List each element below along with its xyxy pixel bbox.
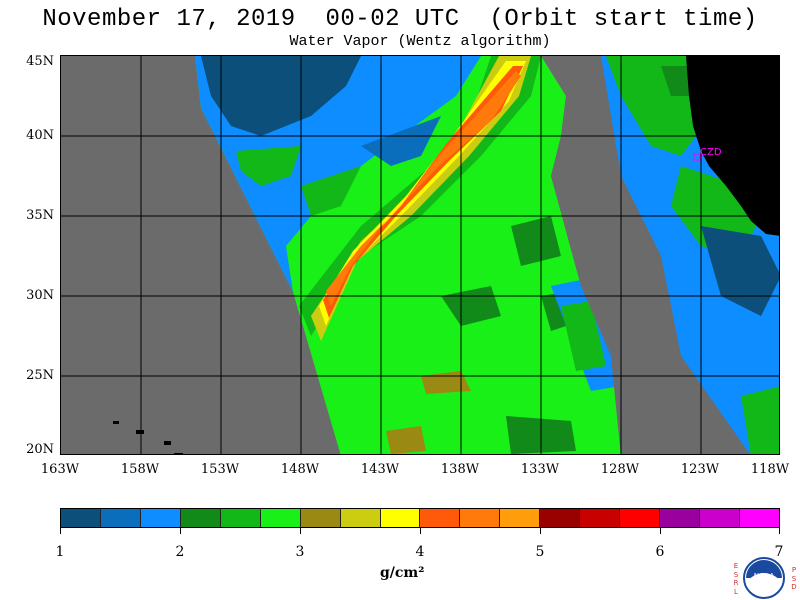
colorbar-tick (60, 528, 61, 534)
colorbar-swatch (620, 509, 661, 527)
colorbar-swatch (460, 509, 501, 527)
colorbar-tick-label: 6 (655, 544, 665, 560)
lon-label: 133W (520, 462, 560, 477)
colorbar-swatch (739, 509, 779, 527)
colorbar-swatch (140, 509, 181, 527)
colorbar-tick-label: 2 (175, 544, 185, 560)
colorbar-swatch (300, 509, 341, 527)
lat-label: 45N (26, 54, 54, 69)
colorbar-swatch (700, 509, 740, 527)
lon-label: 158W (120, 462, 160, 477)
colorbar-units: g/cm² (380, 565, 425, 581)
colorbar-tick (180, 528, 181, 534)
colorbar-tick (300, 528, 301, 534)
colorbar-swatch (180, 509, 221, 527)
lat-label: 30N (26, 288, 54, 303)
colorbar-swatch (580, 509, 621, 527)
lon-label: 163W (40, 462, 80, 477)
lon-label: 128W (600, 462, 640, 477)
logo-letter: D (791, 583, 797, 591)
land-mass (686, 56, 779, 236)
lon-label: 123W (680, 462, 720, 477)
colorbar-swatch (380, 509, 421, 527)
map-grid (61, 56, 779, 454)
station-marker (693, 153, 701, 161)
swath-left (195, 56, 621, 454)
colorbar-tick-label: 7 (774, 544, 784, 560)
colorbar-tick-label: 3 (295, 544, 305, 560)
colorbar-swatch (61, 509, 101, 527)
colorbar-swatch (100, 509, 141, 527)
lat-label: 35N (26, 208, 54, 223)
noaa-emblem-icon: NOAA (743, 557, 785, 599)
lon-label: 148W (280, 462, 320, 477)
logo-text: NOAA (754, 572, 775, 580)
logo-letter: L (734, 587, 738, 596)
logo-letter: S (733, 570, 739, 579)
lon-label: 118W (750, 462, 790, 477)
lat-label: 20N (26, 442, 54, 457)
map-svg (61, 56, 779, 454)
lat-label: 40N (26, 128, 54, 143)
colorbar-tick (420, 528, 421, 534)
lat-label: 25N (26, 368, 54, 383)
colorbar-tick (779, 528, 780, 534)
lon-label: 138W (440, 462, 480, 477)
colorbar-swatch (260, 509, 301, 527)
colorbar-tick-label: 1 (55, 544, 65, 560)
colorbar-swatch (660, 509, 700, 527)
map-subtitle: Water Vapor (Wentz algorithm) (289, 33, 551, 50)
logo-letter: S (791, 574, 797, 583)
hawaii-islands (113, 421, 183, 454)
colorbar-swatch (340, 509, 381, 527)
map-title: November 17, 2019 00-02 UTC (Orbit start… (42, 6, 758, 33)
colorbar-swatch (420, 509, 461, 527)
colorbar-swatch (540, 509, 581, 527)
logo-letter: P (791, 566, 797, 574)
colorbar-swatch (220, 509, 261, 527)
logo-letter: E (733, 562, 739, 570)
lon-label: 153W (200, 462, 240, 477)
colorbar-tick (540, 528, 541, 534)
colorbar (60, 508, 780, 528)
logo-letter: R (733, 579, 739, 587)
colorbar-swatch (500, 509, 541, 527)
colorbar-tick-label: 4 (415, 544, 425, 560)
colorbar-tick (660, 528, 661, 534)
station-label: CZD (700, 147, 722, 158)
lon-label: 143W (360, 462, 400, 477)
water-vapor-map (60, 55, 780, 455)
colorbar-tick-label: 5 (535, 544, 545, 560)
